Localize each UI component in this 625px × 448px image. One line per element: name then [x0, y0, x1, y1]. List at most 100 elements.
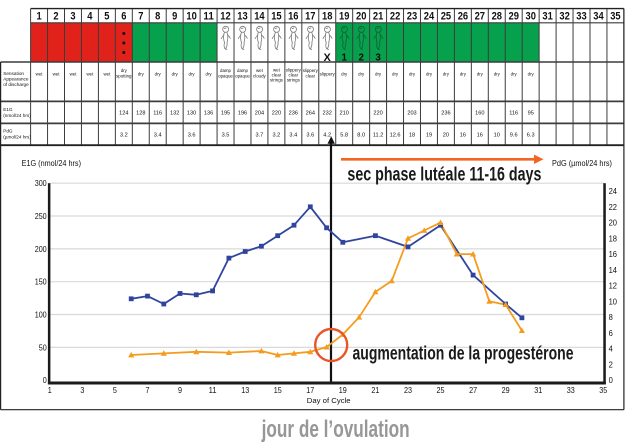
- svg-text:124: 124: [119, 110, 128, 116]
- svg-text:damp: damp: [220, 68, 232, 73]
- svg-text:195: 195: [221, 110, 230, 116]
- svg-text:13: 13: [237, 10, 247, 22]
- svg-text:100: 100: [35, 310, 47, 320]
- svg-text:12: 12: [609, 281, 618, 291]
- svg-text:25: 25: [441, 10, 451, 22]
- svg-text:204: 204: [255, 110, 264, 116]
- svg-text:3.7: 3.7: [256, 132, 264, 138]
- svg-text:dry: dry: [392, 72, 399, 77]
- svg-text:12: 12: [220, 10, 230, 22]
- svg-text:26: 26: [458, 10, 468, 22]
- svg-text:18: 18: [322, 10, 332, 22]
- svg-text:0: 0: [609, 375, 613, 385]
- svg-text:dry: dry: [528, 72, 535, 77]
- svg-text:300: 300: [35, 178, 47, 188]
- svg-text:Day of Cycle: Day of Cycle: [307, 396, 351, 405]
- svg-text:95: 95: [528, 110, 534, 116]
- svg-text:10: 10: [186, 10, 196, 22]
- svg-text:opaque: opaque: [235, 73, 250, 78]
- svg-text:7: 7: [138, 10, 143, 22]
- svg-text:wet: wet: [36, 72, 44, 77]
- svg-text:X: X: [324, 52, 332, 64]
- svg-text:14: 14: [254, 10, 264, 22]
- svg-text:8.0: 8.0: [357, 132, 365, 138]
- svg-text:18: 18: [409, 132, 415, 138]
- svg-text:7: 7: [146, 386, 150, 395]
- svg-text:203: 203: [407, 110, 416, 116]
- svg-text:3: 3: [80, 386, 84, 395]
- svg-text:dry: dry: [206, 72, 213, 77]
- svg-text:wet: wet: [86, 72, 94, 77]
- svg-text:116: 116: [509, 110, 518, 116]
- svg-text:12.6: 12.6: [390, 132, 401, 138]
- svg-text:150: 150: [35, 277, 47, 287]
- svg-text:wet: wet: [53, 72, 61, 77]
- svg-text:PdG: PdG: [3, 129, 13, 134]
- svg-text:dry: dry: [477, 72, 484, 77]
- svg-text:1: 1: [341, 53, 347, 64]
- svg-text:18: 18: [609, 233, 618, 243]
- svg-text:22: 22: [390, 10, 400, 22]
- svg-text:21: 21: [373, 10, 383, 22]
- svg-text:6: 6: [609, 328, 613, 338]
- svg-text:11: 11: [203, 10, 213, 22]
- svg-text:5.8: 5.8: [340, 132, 348, 138]
- svg-text:dry: dry: [138, 72, 145, 77]
- svg-text:31: 31: [534, 386, 542, 395]
- svg-text:3.2: 3.2: [120, 132, 128, 138]
- svg-text:slippery: slippery: [286, 67, 302, 72]
- svg-text:3: 3: [70, 10, 75, 22]
- svg-text:24: 24: [609, 186, 618, 196]
- svg-text:16: 16: [609, 249, 618, 259]
- svg-text:3.4: 3.4: [289, 132, 297, 138]
- svg-text:4.2: 4.2: [323, 132, 331, 138]
- svg-text:236: 236: [441, 110, 450, 116]
- svg-text:E1G: E1G: [3, 107, 13, 112]
- svg-text:20: 20: [443, 132, 449, 138]
- svg-text:196: 196: [238, 110, 247, 116]
- svg-text:dry: dry: [375, 72, 382, 77]
- svg-text:5: 5: [104, 10, 109, 22]
- svg-text:31: 31: [542, 10, 552, 22]
- svg-text:236: 236: [289, 110, 298, 116]
- svg-text:29: 29: [502, 386, 510, 395]
- svg-text:22: 22: [609, 202, 618, 212]
- svg-text:9.6: 9.6: [510, 132, 518, 138]
- svg-text:160: 160: [475, 110, 484, 116]
- svg-text:35: 35: [610, 10, 620, 22]
- svg-text:of discharge: of discharge: [3, 82, 29, 87]
- svg-text:17: 17: [306, 386, 314, 395]
- svg-text:20: 20: [609, 218, 618, 228]
- svg-text:dry: dry: [155, 72, 162, 77]
- svg-text:dry: dry: [409, 72, 416, 77]
- svg-text:cloudy: cloudy: [253, 73, 266, 78]
- svg-text:clear: clear: [289, 72, 299, 77]
- svg-text:1: 1: [48, 386, 52, 395]
- svg-text:136: 136: [204, 110, 213, 116]
- svg-text:23: 23: [404, 386, 412, 395]
- svg-text:30: 30: [526, 10, 536, 22]
- svg-text:8: 8: [155, 10, 160, 22]
- svg-text:24: 24: [424, 10, 434, 22]
- svg-text:(nmol/24 hrs): (nmol/24 hrs): [3, 113, 31, 118]
- svg-text:wet: wet: [256, 68, 264, 73]
- svg-text:opaque: opaque: [218, 73, 233, 78]
- svg-text:33: 33: [567, 386, 575, 395]
- svg-text:4: 4: [87, 10, 92, 22]
- svg-text:dry: dry: [460, 72, 467, 77]
- svg-text:2: 2: [609, 359, 613, 369]
- svg-text:wet: wet: [70, 72, 78, 77]
- svg-text:132: 132: [170, 110, 179, 116]
- svg-text:3.6: 3.6: [188, 132, 196, 138]
- svg-text:damp: damp: [237, 68, 249, 73]
- svg-text:14: 14: [609, 265, 618, 275]
- svg-text:slippery: slippery: [320, 72, 336, 77]
- svg-text:3: 3: [375, 53, 381, 64]
- svg-text:6: 6: [121, 10, 126, 22]
- svg-text:dry: dry: [189, 72, 196, 77]
- svg-text:27: 27: [469, 386, 477, 395]
- svg-text:Appearance: Appearance: [3, 77, 29, 82]
- svg-text:dry: dry: [341, 72, 348, 77]
- svg-text:220: 220: [272, 110, 281, 116]
- svg-text:21: 21: [371, 386, 379, 395]
